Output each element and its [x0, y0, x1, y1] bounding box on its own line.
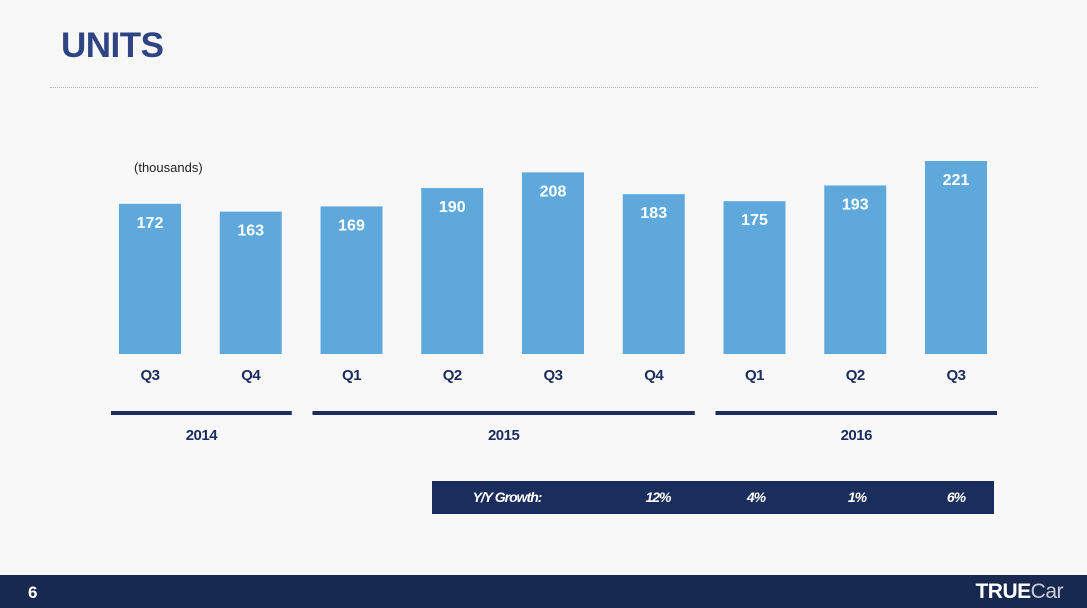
bar — [320, 206, 383, 354]
bar — [219, 211, 282, 354]
data-label: 208 — [540, 183, 567, 200]
bar-chart: 172 Q3 163 Q4 169 Q1 190 Q2 208 Q3 183 Q4 175 Q1 193 Q2… — [111, 161, 997, 444]
data-label: 163 — [237, 223, 264, 240]
yoy-label: Y/Y Growth: — [472, 489, 543, 505]
year-bracket — [312, 411, 695, 415]
year-bracket — [111, 411, 292, 415]
footer: 6 TRUECar — [0, 575, 1087, 608]
data-label: 190 — [439, 199, 466, 216]
data-label: 169 — [338, 217, 365, 234]
data-label: 172 — [137, 215, 164, 232]
x-tick-label: Q2 — [443, 367, 462, 384]
yoy-value: 12% — [645, 489, 671, 505]
bar — [119, 203, 181, 354]
yoy-growth-bar: Y/Y Growth: 12% 4% 1% 6% — [432, 481, 994, 514]
divider — [50, 87, 1038, 88]
bar — [622, 194, 685, 354]
x-tick-label: Q2 — [846, 367, 865, 384]
yoy-value: 1% — [847, 489, 867, 505]
page-number: 6 — [28, 583, 38, 602]
bar — [522, 172, 584, 354]
x-tick-label: Q1 — [745, 367, 764, 384]
year-bracket — [715, 411, 997, 415]
bar — [421, 188, 484, 354]
x-tick-label: Q4 — [241, 367, 261, 384]
data-label: 175 — [741, 212, 768, 229]
data-label: 193 — [842, 196, 869, 213]
data-label: 221 — [943, 172, 970, 189]
page-title: UNITS — [61, 26, 164, 65]
x-tick-label: Q1 — [342, 367, 361, 384]
yoy-value: 6% — [946, 489, 966, 505]
truecar-logo: TRUECar — [975, 580, 1063, 603]
unit-label: (thousands) — [134, 160, 203, 175]
data-label: 183 — [640, 205, 667, 222]
x-tick-label: Q4 — [644, 367, 664, 384]
x-tick-label: Q3 — [543, 367, 562, 384]
bar — [925, 161, 987, 354]
yoy-value: 4% — [746, 489, 766, 505]
x-tick-label: Q3 — [140, 367, 159, 384]
bar — [723, 201, 786, 354]
year-label: 2014 — [186, 427, 219, 444]
x-tick-label: Q3 — [946, 367, 965, 384]
bar — [824, 185, 887, 354]
year-label: 2015 — [488, 427, 520, 444]
year-label: 2016 — [841, 427, 873, 444]
